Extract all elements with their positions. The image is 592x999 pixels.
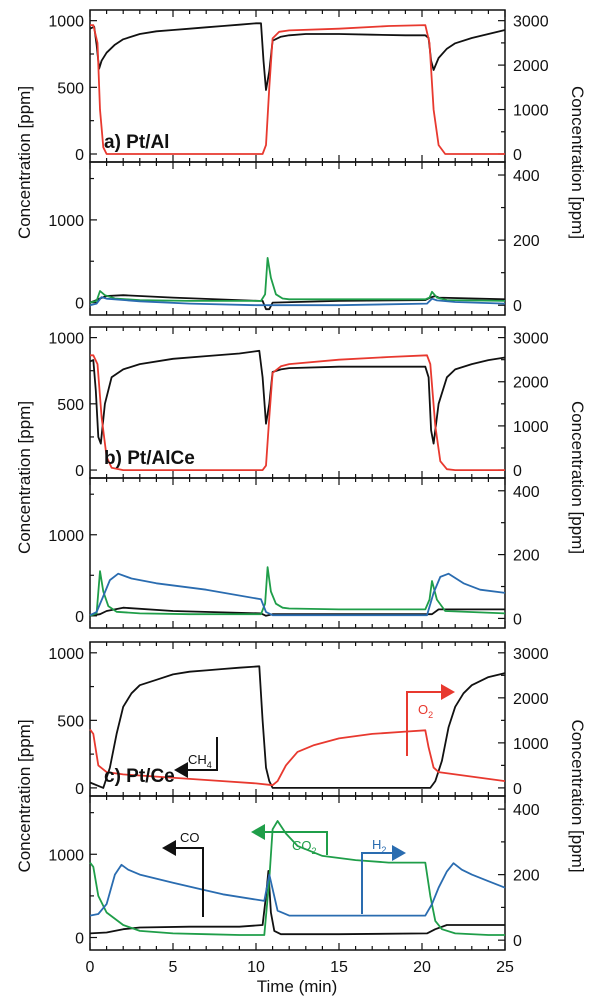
y-right-tick-label: 1000	[513, 736, 549, 753]
y-left-tick-label: 0	[75, 931, 84, 948]
series-ch4-line	[89, 349, 506, 445]
y-left-tick-label: 0	[75, 296, 84, 313]
y-right-tick-label: 0	[513, 298, 522, 315]
co-annotation: CO	[162, 830, 204, 917]
ch4-annotation: CH4	[174, 737, 218, 778]
panel-label: c) Pt/Ce	[104, 766, 175, 787]
x-tick-label: 20	[413, 959, 431, 976]
annotations-layer: CH4 O2 CO CO2 H2	[162, 684, 455, 917]
series-co2-line	[89, 566, 506, 617]
series-co2-line	[89, 256, 506, 304]
y-right-tick-label: 0	[513, 933, 522, 950]
h2-annotation: H2	[361, 837, 406, 914]
y-right-axis-title: Concentration [ppm]	[568, 719, 587, 872]
x-tick-label: 0	[86, 959, 95, 976]
co2-arrow-line	[265, 831, 328, 855]
series-o2-line	[90, 24, 505, 155]
x-tick-label: 15	[330, 959, 348, 976]
y-right-tick-label: 0	[513, 463, 522, 480]
x-tick-label: 10	[247, 959, 265, 976]
panel-label: b) Pt/AlCe	[104, 448, 195, 469]
y-left-tick-label: 0	[75, 781, 84, 798]
series-h2-line	[89, 572, 506, 617]
co-label: CO	[180, 830, 200, 845]
y-right-axis-title: Concentration [ppm]	[568, 86, 587, 239]
series-co-line	[89, 606, 505, 617]
y-right-tick-label: 2000	[513, 58, 549, 75]
y-right-tick-label: 400	[513, 168, 540, 185]
co2-arrow-head	[251, 824, 265, 840]
y-right-tick-label: 3000	[513, 331, 549, 348]
y-right-tick-label: 1000	[513, 103, 549, 120]
panel-4: 0 1000 0 200 400	[48, 477, 540, 629]
y-left-tick-label: 500	[57, 713, 84, 730]
o2-annotation: O2	[406, 684, 455, 756]
y-left-axis-title: Concentration [ppm]	[15, 401, 34, 554]
h2-label: H2	[372, 837, 386, 855]
y-right-tick-label: 200	[513, 548, 540, 565]
panel-1: 0 500 1000 0 1000 2000 3000 a) Pt/Al	[48, 9, 549, 164]
y-left-tick-label: 1000	[48, 646, 84, 663]
ch4-label: CH4	[188, 752, 212, 770]
panel-6: 0 1000 0 200 400	[48, 795, 540, 951]
y-right-tick-label: 200	[513, 868, 540, 885]
series-h2-line	[89, 862, 506, 917]
panel-2: 0 1000 0 200 400	[48, 161, 540, 316]
series-co-line	[89, 294, 506, 311]
y-right-axis-title: Concentration [ppm]	[568, 401, 587, 554]
series-o2-line	[89, 728, 506, 787]
y-left-tick-label: 500	[57, 397, 84, 414]
panel-frame	[89, 477, 506, 629]
y-right-tick-label: 1000	[513, 419, 549, 436]
series-h2-line	[89, 296, 506, 307]
y-left-axis-title: Concentration [ppm]	[15, 86, 34, 239]
y-right-tick-label: 0	[513, 147, 522, 164]
panel-frame	[89, 795, 506, 951]
o2-label: O2	[418, 702, 433, 720]
y-left-tick-label: 500	[57, 80, 84, 97]
y-right-tick-label: 2000	[513, 691, 549, 708]
panel-3: 0 500 1000 0 1000 2000 3000 b) Pt/AlCe	[48, 326, 549, 480]
y-left-tick-label: 1000	[48, 331, 84, 348]
co-arrow-line	[175, 847, 204, 917]
co2-label: CO2	[292, 838, 317, 856]
h2-arrow-line	[361, 852, 394, 914]
x-tick-label: 25	[496, 959, 514, 976]
y-left-tick-label: 0	[75, 463, 84, 480]
y-left-tick-label: 0	[75, 147, 84, 164]
y-right-tick-label: 3000	[513, 14, 549, 31]
o2-arrow-line	[406, 691, 443, 756]
y-right-tick-label: 0	[513, 611, 522, 628]
x-axis-title: Time (min)	[257, 977, 338, 996]
y-left-tick-label: 1000	[48, 213, 84, 230]
ch4-arrow-line	[185, 737, 218, 771]
y-right-tick-label: 0	[513, 781, 522, 798]
ch4-arrow-head	[174, 762, 188, 778]
y-left-tick-label: 0	[75, 609, 84, 626]
y-right-tick-label: 200	[513, 233, 540, 250]
h2-arrow-head	[392, 845, 406, 861]
co-arrow-head	[162, 840, 176, 856]
x-tick-label: 5	[169, 959, 178, 976]
y-right-tick-label: 3000	[513, 646, 549, 663]
panel-label: a) Pt/Al	[104, 132, 169, 153]
co2-annotation: CO2	[251, 824, 328, 856]
series-o2-line	[90, 354, 505, 472]
panel-frame	[89, 161, 506, 316]
y-left-axis-title: Concentration [ppm]	[15, 719, 34, 872]
panel-5: 0 500 1000 0 1000 2000 3000 c) Pt/Ce	[48, 641, 549, 798]
y-left-tick-label: 1000	[48, 528, 84, 545]
y-right-tick-label: 400	[513, 802, 540, 819]
series-ch4-line	[89, 22, 506, 91]
y-left-tick-label: 1000	[48, 847, 84, 864]
y-right-tick-label: 2000	[513, 375, 549, 392]
series-co2-line	[89, 820, 505, 936]
y-left-tick-label: 1000	[48, 14, 84, 31]
o2-arrow-head	[441, 684, 455, 700]
series-ch4-line	[89, 665, 506, 789]
y-right-tick-label: 400	[513, 484, 540, 501]
